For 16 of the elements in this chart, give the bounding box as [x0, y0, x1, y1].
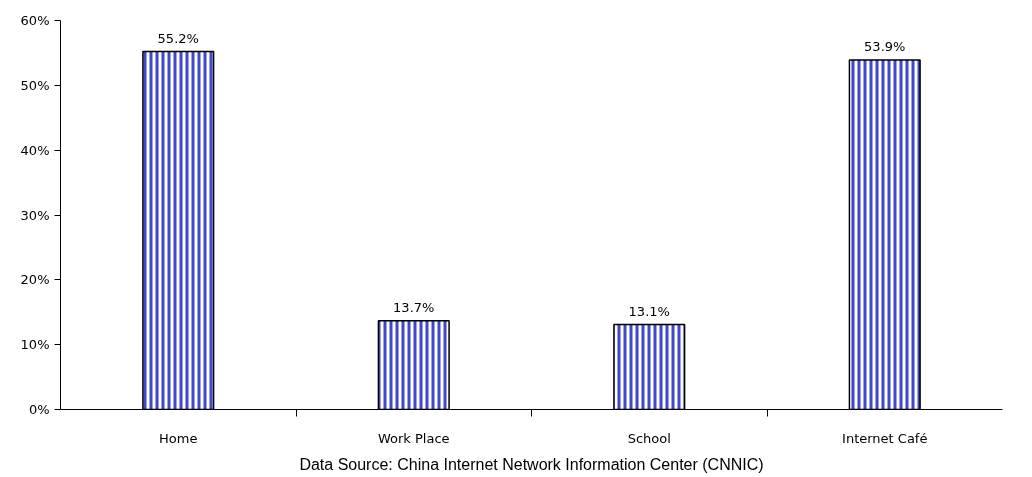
y-tick-label: 10% — [20, 337, 50, 353]
y-tick-label: 0% — [28, 402, 50, 417]
data-label: 13.1% — [628, 303, 670, 319]
source-note: Data Source: China Internet Network Information Center (CNNIC) — [299, 455, 764, 473]
y-tick-label: 20% — [20, 272, 50, 288]
x-tick-label: Work Place — [377, 430, 450, 446]
data-label: 13.7% — [393, 299, 435, 315]
x-tick-label: Home — [159, 430, 198, 446]
y-tick-label: 30% — [20, 207, 50, 223]
data-label: 53.9% — [864, 39, 906, 55]
y-tick-label: 60% — [20, 13, 50, 28]
y-tick-label: 50% — [20, 77, 50, 93]
x-tick-label: School — [627, 430, 671, 446]
y-tick-label: 40% — [20, 142, 50, 158]
x-tick-label: Internet Café — [842, 430, 928, 446]
data-label: 55.2% — [157, 30, 199, 46]
